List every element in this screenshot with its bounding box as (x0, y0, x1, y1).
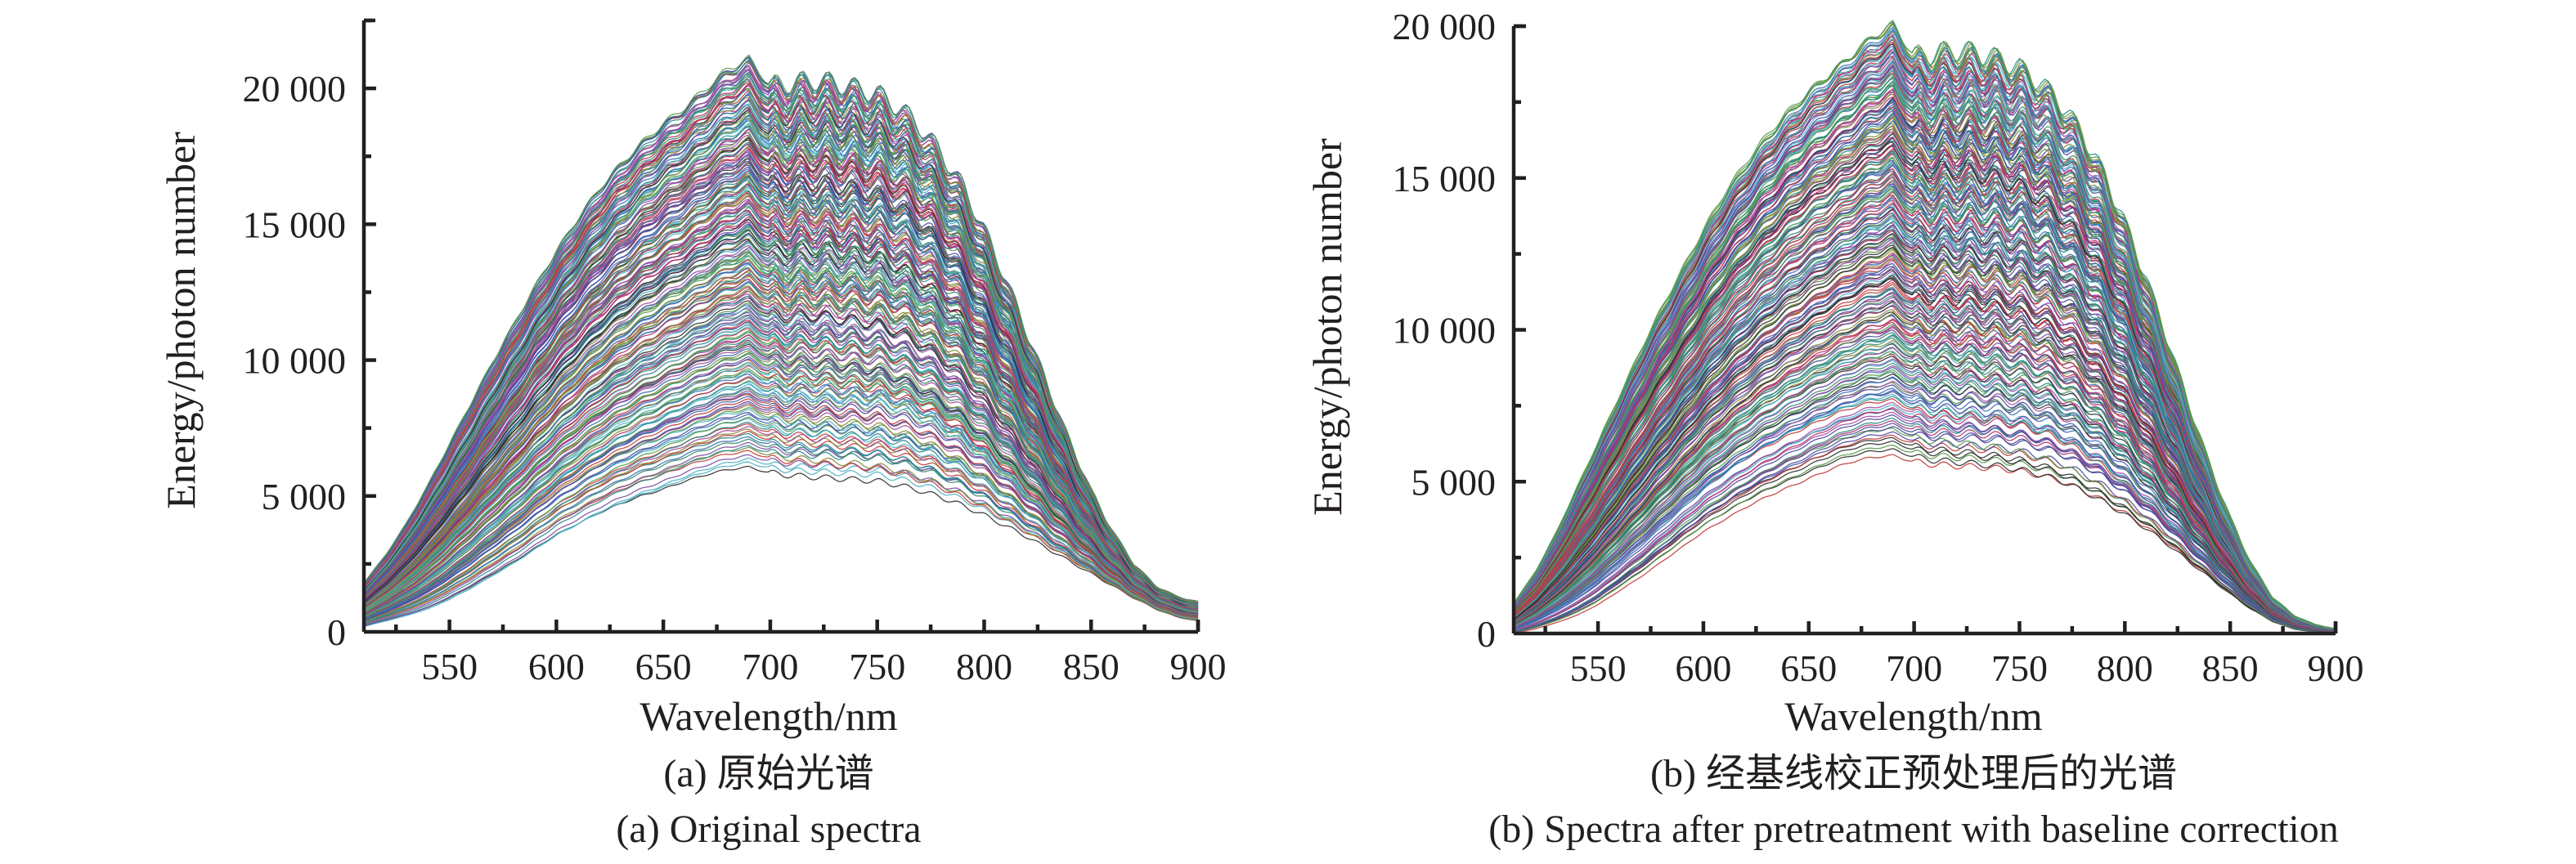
spectrum-line (363, 401, 1199, 621)
spectrum-line (1513, 401, 2336, 633)
panel-a-y-axis-title: Energy/photon number (158, 132, 204, 509)
panel-b-axes: 0 5 000 10 000 15 000 20 000 550 600 650 700 750 8… (1393, 6, 2364, 689)
x-tick-label: 650 (1780, 647, 1837, 689)
spectrum-line (1513, 315, 2336, 633)
panel-b-caption-cn: (b) 经基线校正预处理后的光谱 (1650, 752, 2177, 795)
spectrum-line (363, 345, 1199, 616)
x-tick-label: 550 (421, 646, 478, 687)
spectrum-line (1513, 21, 2336, 629)
x-tick-label: 600 (528, 646, 585, 687)
panel-a-chart: 0 5 000 10 000 15 000 20 000 550 600 650 700 750 8… (158, 18, 1227, 851)
spectrum-line (363, 326, 1199, 615)
panel-a-caption-cn: (a) 原始光谱 (663, 752, 873, 795)
spectrum-line (363, 290, 1199, 614)
spectrum-line (1513, 318, 2336, 633)
x-tick-label: 700 (1886, 647, 1942, 689)
spectrum-line (1513, 366, 2336, 633)
panel-b-x-axis-title: Wavelength/nm (1784, 693, 2042, 739)
panel-a-caption-en: (a) Original spectra (616, 808, 921, 851)
x-tick-label: 600 (1675, 647, 1731, 689)
panel-b-chart: 0 5 000 10 000 15 000 20 000 550 600 650 700 750 8… (1304, 6, 2364, 851)
y-tick-label: 15 000 (243, 204, 347, 245)
panel-b-caption-en: (b) Spectra after pretreatment with base… (1488, 808, 2339, 851)
spectrum-line (363, 359, 1199, 617)
panel-a-spectra (363, 54, 1199, 628)
spectrum-line (363, 383, 1199, 619)
x-tick-label: 750 (1991, 647, 2048, 689)
spectrum-line (1513, 23, 2336, 630)
spectrum-line (1513, 404, 2336, 633)
x-tick-label: 800 (2097, 647, 2153, 689)
y-tick-label: 20 000 (243, 68, 347, 110)
spectrum-line (1513, 20, 2336, 629)
spectrum-line (1513, 343, 2336, 633)
spectrum-line (363, 394, 1199, 619)
x-tick-label: 850 (1063, 646, 1120, 687)
y-tick-label: 0 (327, 611, 346, 653)
spectrum-line (1513, 373, 2336, 633)
y-tick-label: 20 000 (1393, 6, 1497, 47)
y-tick-label: 10 000 (1393, 310, 1497, 351)
spectrum-line (1513, 326, 2336, 633)
x-tick-label: 700 (742, 646, 798, 687)
spectrum-line (363, 218, 1199, 610)
x-tick-label: 900 (2308, 647, 2364, 689)
spectrum-line (1513, 454, 2336, 634)
spectrum-line (363, 454, 1199, 627)
x-tick-label: 900 (1170, 646, 1227, 687)
panel-b-spectra (1513, 20, 2336, 634)
panel-a-axes: 0 5 000 10 000 15 000 20 000 550 600 650 700 750 8… (243, 18, 1227, 687)
spectrum-line (363, 125, 1199, 606)
spectrum-line (1513, 391, 2336, 634)
spectrum-line (1513, 436, 2336, 634)
panel-a-x-axis-title: Wavelength/nm (640, 693, 897, 739)
x-tick-label: 800 (956, 646, 1012, 687)
x-tick-label: 750 (849, 646, 905, 687)
x-tick-label: 550 (1570, 647, 1627, 689)
y-tick-label: 5 000 (262, 476, 347, 517)
y-tick-label: 15 000 (1393, 158, 1497, 199)
spectrum-line (363, 259, 1199, 612)
spectrum-line (1513, 208, 2336, 632)
y-tick-label: 0 (1477, 613, 1496, 655)
spectrum-line (363, 404, 1199, 620)
spectrum-line (363, 54, 1199, 602)
spectrum-line (1513, 428, 2336, 634)
panel-b-y-axis-title: Energy/photon number (1304, 138, 1350, 516)
spectrum-line (1513, 334, 2336, 633)
spectrum-line (1513, 300, 2336, 633)
spectrum-line (363, 375, 1199, 619)
spectrum-line (1513, 356, 2336, 633)
spectrum-line (363, 446, 1199, 624)
spectrum-line (1513, 431, 2336, 634)
y-tick-label: 10 000 (243, 340, 347, 382)
y-tick-label: 5 000 (1411, 461, 1497, 503)
spectrum-line (1513, 408, 2336, 634)
spectrum-line (363, 465, 1199, 627)
x-tick-label: 850 (2202, 647, 2259, 689)
x-tick-label: 650 (635, 646, 692, 687)
